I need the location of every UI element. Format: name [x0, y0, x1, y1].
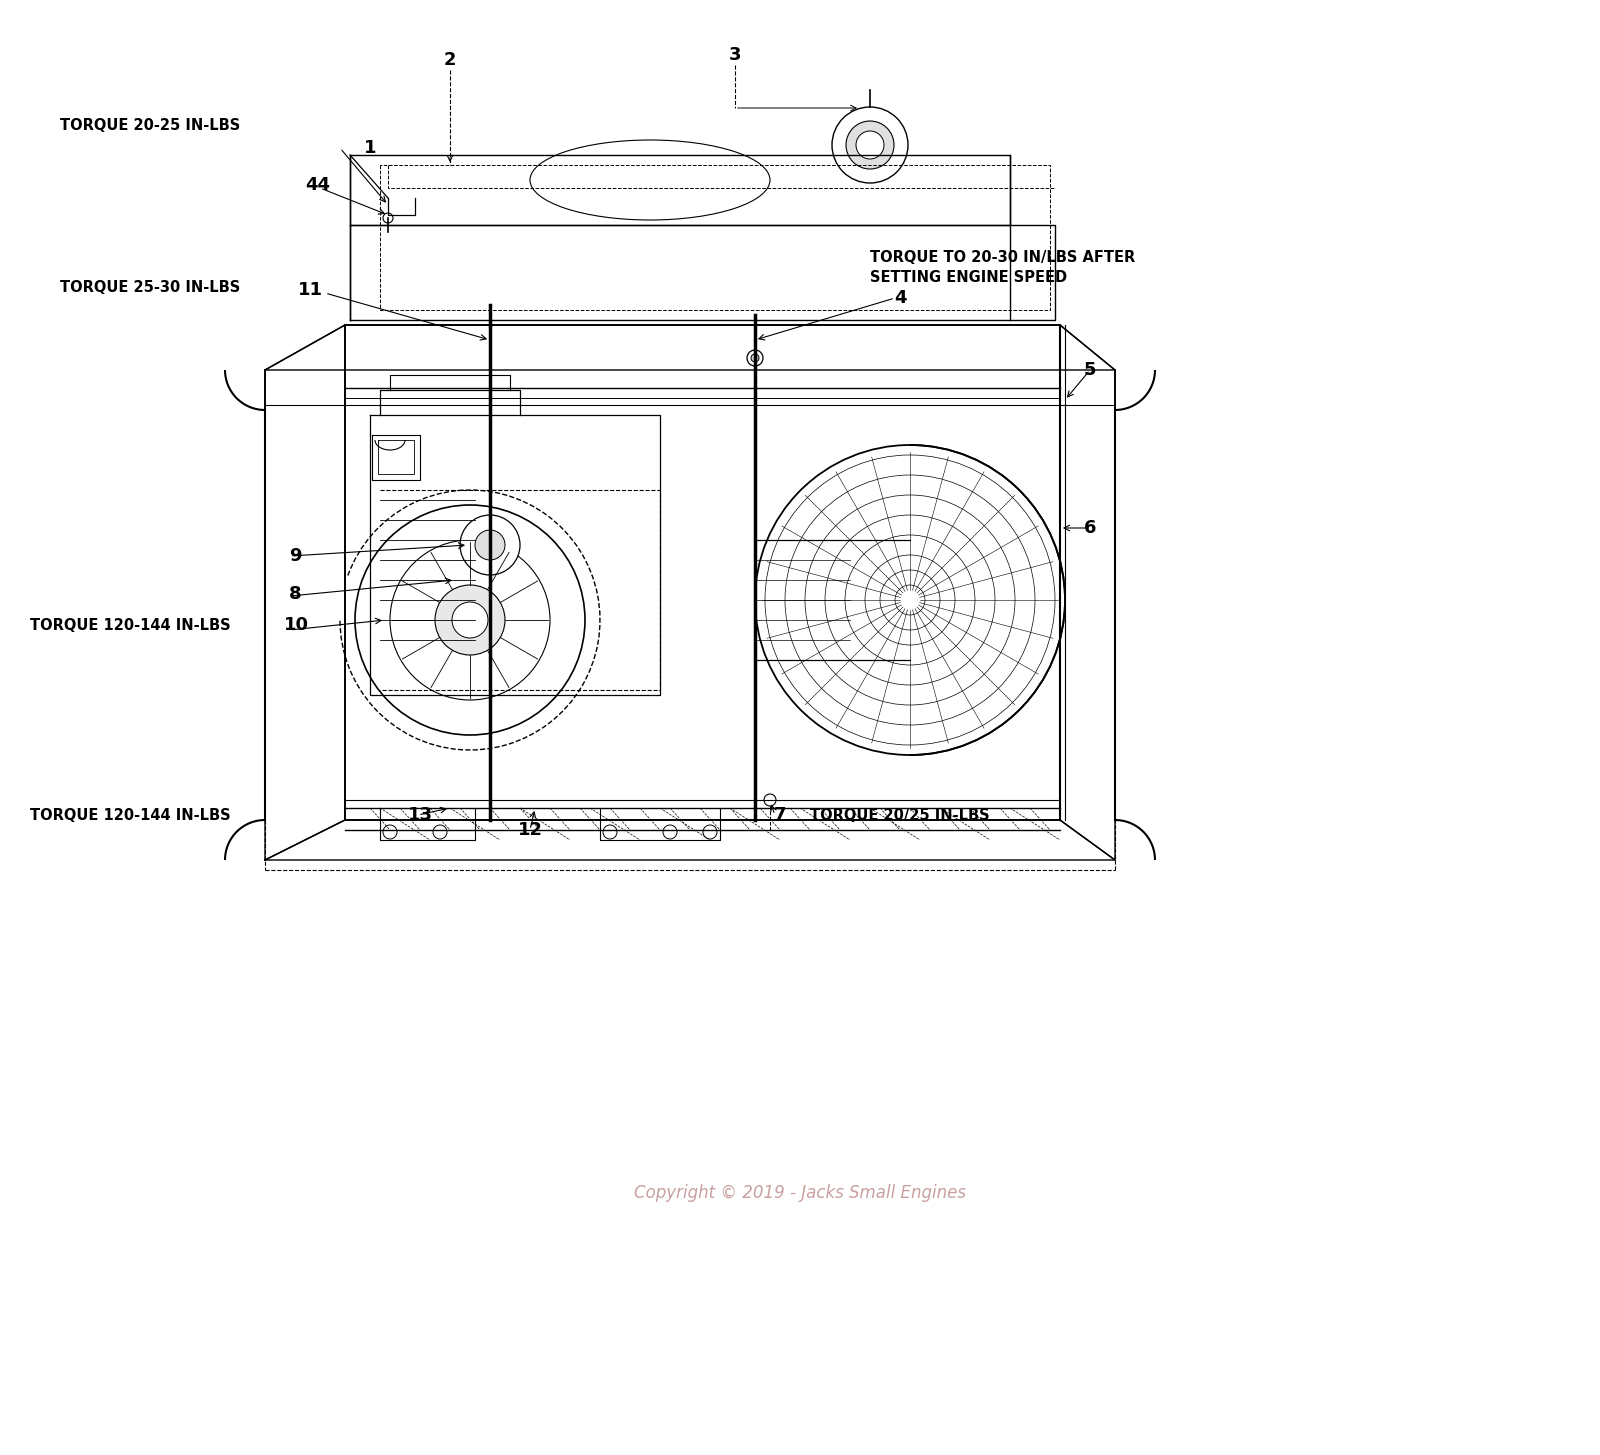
Text: TORQUE 25-30 IN-LBS: TORQUE 25-30 IN-LBS — [61, 279, 240, 294]
Text: TORQUE 120-144 IN-LBS: TORQUE 120-144 IN-LBS — [30, 617, 230, 633]
Circle shape — [832, 108, 909, 183]
Circle shape — [435, 585, 506, 655]
Text: 8: 8 — [288, 585, 301, 602]
Circle shape — [382, 825, 397, 840]
Circle shape — [453, 602, 488, 637]
Text: 12: 12 — [517, 821, 542, 840]
Text: 6: 6 — [1083, 519, 1096, 537]
Text: 11: 11 — [298, 281, 323, 298]
Text: SETTING ENGINE SPEED: SETTING ENGINE SPEED — [870, 271, 1067, 285]
Text: 4: 4 — [894, 290, 906, 307]
Circle shape — [846, 121, 894, 169]
Text: 10: 10 — [283, 615, 309, 634]
Ellipse shape — [530, 140, 770, 220]
Circle shape — [755, 445, 1066, 755]
Text: 2: 2 — [443, 51, 456, 68]
Text: TORQUE TO 20-30 IN/LBS AFTER: TORQUE TO 20-30 IN/LBS AFTER — [870, 250, 1136, 265]
Circle shape — [747, 351, 763, 367]
Circle shape — [355, 505, 586, 735]
Text: 5: 5 — [1083, 361, 1096, 378]
Text: 13: 13 — [408, 806, 432, 824]
Circle shape — [702, 825, 717, 840]
Text: 1: 1 — [363, 140, 376, 157]
Circle shape — [603, 825, 618, 840]
Circle shape — [461, 515, 520, 575]
Circle shape — [662, 825, 677, 840]
Circle shape — [765, 794, 776, 806]
Text: TORQUE 20-25 IN-LBS: TORQUE 20-25 IN-LBS — [61, 118, 240, 132]
Text: 7: 7 — [774, 806, 786, 824]
Text: Copyright © 2019 - Jacks Small Engines: Copyright © 2019 - Jacks Small Engines — [634, 1184, 966, 1202]
Circle shape — [434, 825, 446, 840]
Text: TORQUE 120-144 IN-LBS: TORQUE 120-144 IN-LBS — [30, 808, 230, 822]
Circle shape — [856, 131, 883, 159]
Text: 9: 9 — [288, 547, 301, 565]
Text: TORQUE 20/25 IN-LBS: TORQUE 20/25 IN-LBS — [810, 808, 990, 822]
Circle shape — [475, 530, 506, 560]
Text: 3: 3 — [728, 47, 741, 64]
Text: 44: 44 — [306, 176, 331, 194]
Circle shape — [382, 212, 394, 223]
Circle shape — [750, 354, 758, 362]
Circle shape — [390, 540, 550, 700]
